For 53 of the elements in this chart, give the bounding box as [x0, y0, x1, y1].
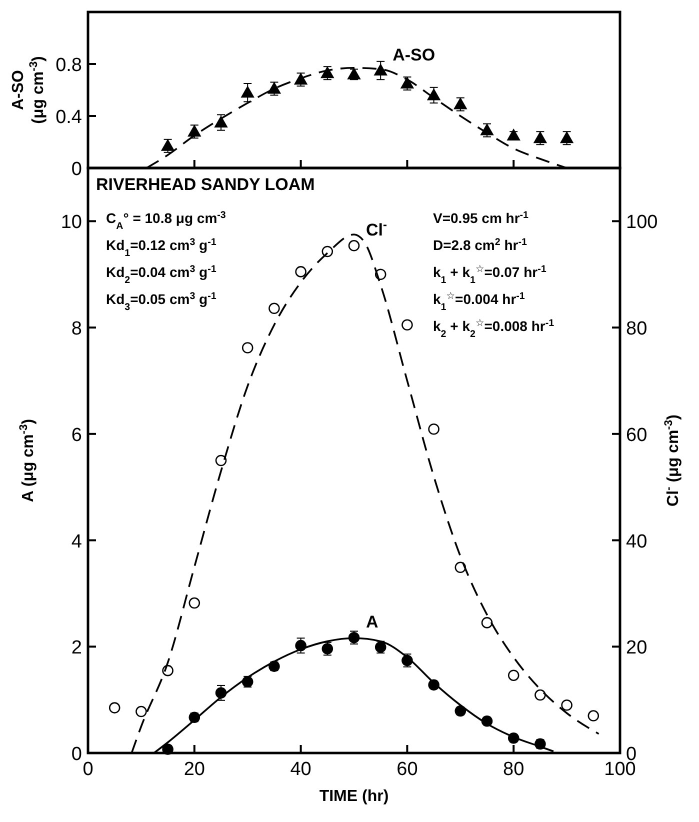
annotation: Kd$_{1}$=0.12 cm$^{3}$ g$^{-1}$	[106, 236, 217, 258]
point	[188, 597, 200, 609]
point	[534, 689, 546, 701]
y-tick-label: 8	[71, 318, 82, 340]
y2-tick-label: 20	[626, 638, 648, 659]
annotation: k$_{1}$$^{☆}$=0.004 hr$^{-1}$	[433, 290, 526, 312]
point	[108, 702, 120, 714]
point	[507, 129, 520, 140]
point	[214, 116, 228, 128]
point	[348, 240, 360, 252]
point	[561, 699, 572, 711]
chart-title: RIVERHEAD SANDY LOAM	[96, 175, 315, 194]
y-tick-label: 0	[71, 159, 82, 180]
y2-tick-label: 100	[626, 212, 658, 234]
point	[428, 423, 440, 435]
point	[402, 319, 413, 331]
y2-tick-label: 80	[626, 318, 648, 340]
point	[481, 617, 493, 628]
point	[322, 246, 334, 258]
x-tick-label: 40	[290, 759, 312, 780]
series-label: A-SO	[392, 46, 436, 64]
point	[588, 710, 600, 722]
point	[136, 706, 147, 718]
point	[320, 66, 334, 78]
y-tick-label: 0	[71, 744, 82, 765]
x-tick-label: 80	[503, 759, 524, 780]
y2-tick-label: 60	[626, 424, 648, 446]
x-tick-label: 60	[396, 759, 418, 780]
point	[295, 266, 306, 278]
y-tick-label: 4	[71, 531, 82, 552]
annotation: C$_{A}$° = 10.8 μg cm$^{-3}$	[106, 210, 226, 232]
point	[241, 86, 254, 98]
annotation: k$_{2}$ + k$_{2}$$^{☆}$=0.008 hr$^{-1}$	[433, 318, 555, 340]
y-tick-label: 0.4	[56, 107, 82, 128]
annotation: V=0.95 cm hr$^{-1}$	[433, 210, 530, 226]
y2-tick-label: 40	[626, 531, 648, 552]
y-tick-label: 10	[60, 212, 82, 234]
y-tick-label: 2	[71, 638, 82, 659]
x-tick-label: 20	[184, 759, 205, 780]
point	[508, 670, 520, 682]
point	[374, 64, 388, 76]
point	[268, 302, 280, 314]
point	[242, 342, 254, 354]
y-tick-label: 6	[71, 424, 82, 446]
x-axis-title: TIME (hr)	[319, 788, 389, 805]
annotation: Kd$_{3}$=0.05 cm$^{3}$ g$^{-1}$	[106, 290, 217, 312]
series-label: Cl$^{-}$	[366, 218, 387, 240]
annotation: k$_{1}$ + k$_{1}$$^{☆}$=0.07 hr$^{-1}$	[433, 264, 547, 286]
series-label: A	[366, 612, 378, 632]
annotation: D=2.8 cm$^{2}$ hr$^{-1}$	[433, 236, 528, 253]
annotation: Kd$_{2}$=0.04 cm$^{3}$ g$^{-1}$	[106, 264, 217, 286]
point	[215, 454, 227, 466]
y-tick-label: 0.8	[56, 55, 82, 76]
